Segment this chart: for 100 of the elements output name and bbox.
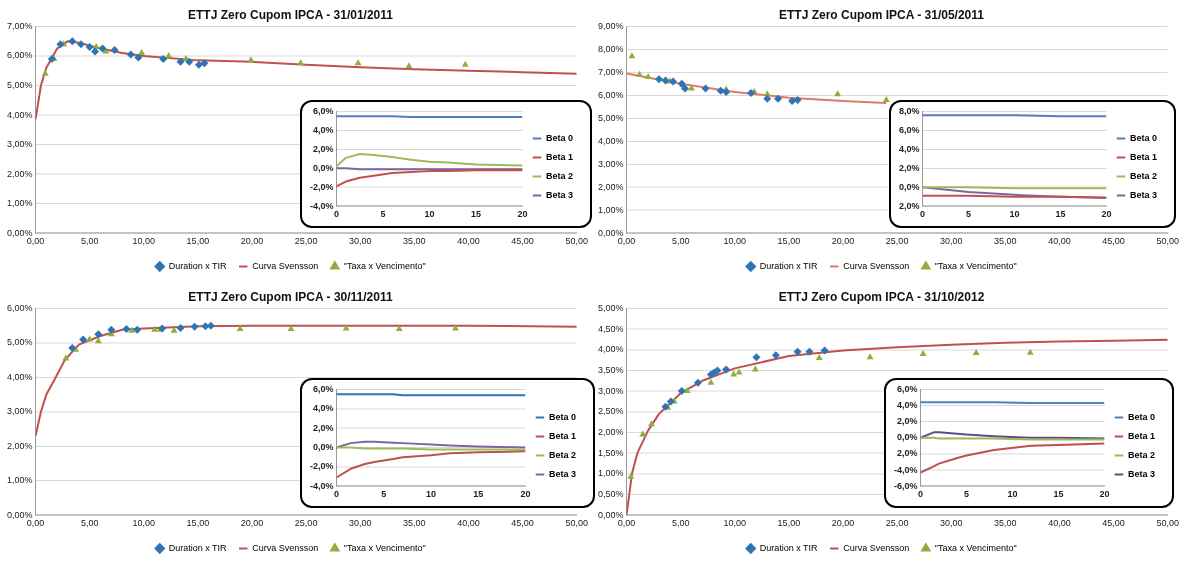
y-tick-label: 1,00% bbox=[597, 468, 624, 479]
x-tick-label: 40,00 bbox=[457, 236, 480, 247]
y-tick-label: 1,00% bbox=[6, 198, 33, 209]
y-tick-label: 2,50% bbox=[597, 406, 624, 417]
y-tick-label: -4,0% bbox=[310, 200, 334, 211]
y-tick-label: 3,00% bbox=[6, 139, 33, 150]
legend-label: Curva Svensson bbox=[252, 542, 319, 553]
x-tick-label: 0 bbox=[334, 209, 340, 220]
x-tick-label: 5,00 bbox=[80, 236, 99, 247]
legend-label: Curva Svensson bbox=[252, 260, 319, 271]
y-tick-label: 4,00% bbox=[597, 344, 624, 355]
legend-label: Curva Svensson bbox=[843, 260, 910, 271]
x-tick-label: 20,00 bbox=[831, 236, 855, 247]
x-tick-label: 5 bbox=[381, 489, 387, 500]
y-tick-label: 0,50% bbox=[597, 489, 624, 499]
x-tick-label: 25,00 bbox=[294, 236, 318, 247]
chart-title: ETTJ Zero Cupom IPCA - 31/05/2011 bbox=[779, 7, 985, 22]
y-tick-label: 4,00% bbox=[6, 371, 33, 382]
x-tick-label: 10,00 bbox=[132, 518, 156, 529]
y-tick-label: 6,00% bbox=[6, 50, 33, 61]
x-tick-label: 50,00 bbox=[565, 236, 588, 247]
x-tick-label: 15 bbox=[473, 489, 484, 500]
y-tick-label: 2,0% bbox=[313, 422, 334, 433]
x-tick-label: 5 bbox=[964, 489, 970, 500]
x-tick-label: 45,00 bbox=[1102, 236, 1125, 247]
legend-label: Beta 2 bbox=[545, 170, 573, 181]
y-tick-label: 0,0% bbox=[313, 441, 334, 452]
x-tick-label: 10,00 bbox=[132, 236, 156, 247]
x-tick-label: 10,00 bbox=[723, 236, 747, 247]
legend-label: Duration x TIR bbox=[759, 542, 819, 553]
y-tick-label: -2,0% bbox=[310, 461, 334, 472]
legend-label: Beta 3 bbox=[548, 468, 576, 479]
y-tick-label: 2,0% bbox=[313, 143, 334, 154]
x-tick-label: 0 bbox=[920, 209, 926, 220]
x-tick-label: 35,00 bbox=[403, 236, 426, 247]
x-tick-label: 0,00 bbox=[617, 236, 636, 247]
y-tick-label: 4,0% bbox=[313, 124, 334, 135]
x-tick-label: 10,00 bbox=[723, 518, 747, 529]
x-tick-label: 30,00 bbox=[348, 236, 372, 247]
y-tick-label: 6,0% bbox=[313, 105, 334, 116]
x-tick-label: 50,00 bbox=[1156, 518, 1179, 529]
y-tick-label: 5,00% bbox=[597, 302, 624, 313]
x-tick-label: 10 bbox=[1009, 209, 1020, 220]
legend-label: Beta 3 bbox=[545, 189, 573, 200]
x-tick-label: 25,00 bbox=[885, 518, 909, 529]
x-tick-label: 20 bbox=[1099, 489, 1110, 500]
x-tick-label: 0 bbox=[334, 489, 340, 500]
legend-label: Beta 3 bbox=[1127, 468, 1155, 479]
y-tick-label: -2,0% bbox=[310, 181, 334, 192]
x-tick-label: 5,00 bbox=[80, 518, 99, 529]
legend-label: Curva Svensson bbox=[843, 542, 910, 553]
x-tick-label: 35,00 bbox=[994, 518, 1017, 529]
x-tick-label: 10 bbox=[425, 489, 437, 500]
x-tick-label: 40,00 bbox=[1048, 236, 1071, 247]
x-tick-label: 30,00 bbox=[939, 236, 963, 247]
y-tick-label: -4,0% bbox=[894, 464, 918, 475]
x-tick-label: 5 bbox=[966, 209, 972, 220]
y-tick-label: 2,0% bbox=[897, 448, 918, 459]
x-tick-label: 30,00 bbox=[348, 518, 372, 529]
legend-label: Beta 1 bbox=[1129, 151, 1157, 162]
legend-label: Beta 0 bbox=[545, 132, 573, 143]
x-tick-label: 15 bbox=[1053, 489, 1064, 500]
y-tick-label: 3,00% bbox=[597, 385, 624, 396]
x-tick-label: 0,00 bbox=[26, 236, 45, 247]
y-tick-label: 0,00% bbox=[597, 509, 624, 520]
x-tick-label: 45,00 bbox=[1102, 518, 1125, 529]
x-tick-label: 45,00 bbox=[511, 518, 534, 529]
legend-label: Beta 0 bbox=[1127, 411, 1155, 422]
y-tick-label: 5,00% bbox=[597, 112, 624, 123]
y-tick-label: 0,00% bbox=[6, 227, 33, 238]
y-tick-label: -6,0% bbox=[894, 480, 918, 491]
y-tick-label: -4,0% bbox=[310, 480, 334, 491]
y-tick-label: 1,00% bbox=[597, 204, 624, 215]
y-tick-label: 2,00% bbox=[6, 168, 33, 179]
y-tick-label: 9,00% bbox=[597, 20, 624, 31]
x-tick-label: 20,00 bbox=[240, 236, 264, 247]
x-tick-label: 20,00 bbox=[831, 518, 855, 529]
y-tick-label: 8,00% bbox=[597, 43, 624, 54]
y-tick-label: 3,50% bbox=[597, 364, 624, 375]
chart-title: ETTJ Zero Cupom IPCA - 30/11/2011 bbox=[188, 289, 393, 304]
x-tick-label: 15,00 bbox=[777, 236, 801, 247]
y-tick-label: 4,0% bbox=[897, 400, 918, 411]
legend-label: Beta 1 bbox=[1127, 430, 1155, 441]
y-tick-label: 2,0% bbox=[899, 200, 920, 211]
x-tick-label: 35,00 bbox=[994, 236, 1017, 247]
y-tick-label: 6,00% bbox=[6, 302, 33, 313]
x-tick-label: 20 bbox=[520, 489, 531, 500]
x-tick-label: 0 bbox=[918, 489, 924, 500]
y-tick-label: 0,00% bbox=[6, 509, 33, 520]
x-tick-label: 0,00 bbox=[617, 518, 636, 529]
x-tick-label: 15 bbox=[470, 209, 481, 220]
legend-label: Beta 1 bbox=[545, 151, 573, 162]
legend-label: "Taxa x Vencimento" bbox=[934, 260, 1017, 271]
x-tick-label: 40,00 bbox=[1048, 518, 1071, 529]
x-tick-label: 15,00 bbox=[186, 518, 210, 529]
y-tick-label: 6,0% bbox=[897, 383, 918, 394]
x-tick-label: 10 bbox=[1007, 489, 1018, 500]
x-tick-label: 20 bbox=[1101, 209, 1112, 220]
y-tick-label: 1,50% bbox=[597, 447, 624, 458]
legend-label: Beta 0 bbox=[1129, 132, 1157, 143]
